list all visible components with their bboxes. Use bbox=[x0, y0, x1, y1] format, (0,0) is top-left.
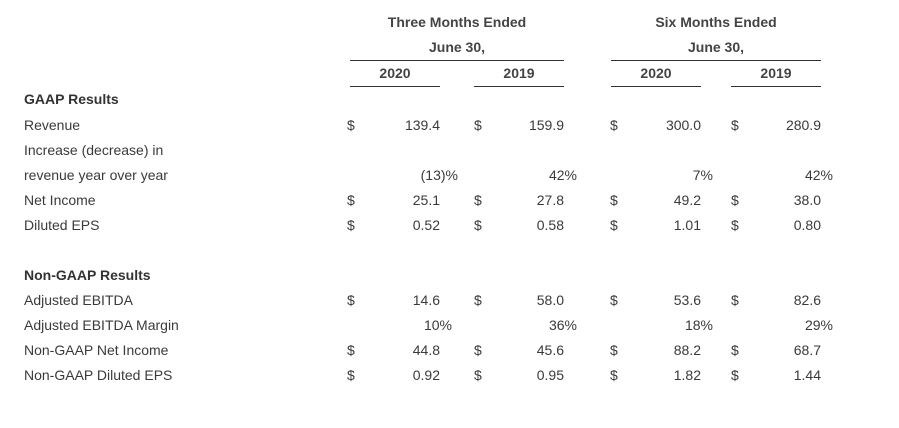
increase-label-line1: Increase (decrease) in bbox=[24, 142, 164, 158]
net-income-2019-3m: 27.8 bbox=[536, 192, 564, 208]
adj-ebitda-2019-6m: 82.6 bbox=[793, 292, 821, 308]
currency-symbol: $ bbox=[474, 192, 482, 208]
increase-2019-3m: 42% bbox=[548, 167, 577, 183]
increase-2019-6m: 42% bbox=[804, 167, 833, 183]
adj-ebitda-margin-label: Adjusted EBITDA Margin bbox=[24, 317, 179, 333]
net-income-label: Net Income bbox=[24, 192, 96, 208]
nongaap-diluted-eps-2019-3m: 0.95 bbox=[536, 367, 564, 383]
six-months-header: Six Months Ended bbox=[655, 14, 777, 30]
adj-ebitda-2020-3m: 14.6 bbox=[412, 292, 440, 308]
currency-symbol: $ bbox=[610, 292, 618, 308]
year-rule-2 bbox=[474, 86, 564, 87]
currency-symbol: $ bbox=[610, 217, 618, 233]
diluted-eps-2020-6m: 1.01 bbox=[673, 217, 701, 233]
currency-symbol: $ bbox=[731, 117, 739, 133]
currency-symbol: $ bbox=[610, 192, 618, 208]
currency-symbol: $ bbox=[474, 217, 482, 233]
net-income-2020-6m: 49.2 bbox=[673, 192, 701, 208]
adj-ebitda-2019-3m: 58.0 bbox=[536, 292, 564, 308]
year-rule-1 bbox=[350, 86, 440, 87]
net-income-2019-6m: 38.0 bbox=[793, 192, 821, 208]
adj-ebitda-margin-2019-6m: 29% bbox=[804, 317, 833, 333]
currency-symbol: $ bbox=[731, 217, 739, 233]
adj-ebitda-margin-2019-3m: 36% bbox=[548, 317, 577, 333]
adj-ebitda-margin-2020-3m: 10% bbox=[423, 317, 452, 333]
adj-ebitda-label: Adjusted EBITDA bbox=[24, 292, 133, 308]
currency-symbol: $ bbox=[347, 192, 355, 208]
nongaap-net-income-2019-3m: 45.6 bbox=[536, 342, 564, 358]
three-months-header: Three Months Ended bbox=[387, 14, 527, 30]
revenue-label: Revenue bbox=[24, 117, 81, 133]
currency-symbol: $ bbox=[731, 342, 739, 358]
revenue-2019-6m: 280.9 bbox=[785, 117, 821, 133]
currency-symbol: $ bbox=[474, 367, 482, 383]
diluted-eps-2020-3m: 0.52 bbox=[412, 217, 440, 233]
nongaap-diluted-eps-2019-6m: 1.44 bbox=[793, 367, 821, 383]
currency-symbol: $ bbox=[610, 367, 618, 383]
currency-symbol: $ bbox=[610, 117, 618, 133]
nongaap-section-title: Non-GAAP Results bbox=[24, 267, 151, 283]
gaap-section-title: GAAP Results bbox=[24, 91, 119, 107]
currency-symbol: $ bbox=[347, 217, 355, 233]
currency-symbol: $ bbox=[731, 367, 739, 383]
adj-ebitda-margin-2020-6m: 18% bbox=[684, 317, 713, 333]
net-income-2020-3m: 25.1 bbox=[412, 192, 440, 208]
nongaap-diluted-eps-2020-3m: 0.92 bbox=[412, 367, 440, 383]
diluted-eps-label: Diluted EPS bbox=[24, 217, 100, 233]
diluted-eps-2019-6m: 0.80 bbox=[793, 217, 821, 233]
currency-symbol: $ bbox=[610, 342, 618, 358]
currency-symbol: $ bbox=[474, 342, 482, 358]
currency-symbol: $ bbox=[474, 292, 482, 308]
currency-symbol: $ bbox=[731, 192, 739, 208]
year-header-2020-6m: 2020 bbox=[640, 65, 672, 81]
six-months-rule bbox=[611, 60, 821, 61]
revenue-2020-3m: 139.4 bbox=[404, 117, 440, 133]
increase-2020-3m: (13)% bbox=[420, 167, 458, 183]
three-months-rule bbox=[350, 60, 564, 61]
six-months-date: June 30, bbox=[687, 39, 745, 55]
currency-symbol: $ bbox=[474, 117, 482, 133]
currency-symbol: $ bbox=[731, 292, 739, 308]
nongaap-net-income-2019-6m: 68.7 bbox=[793, 342, 821, 358]
currency-symbol: $ bbox=[347, 117, 355, 133]
nongaap-diluted-eps-2020-6m: 1.82 bbox=[673, 367, 701, 383]
year-rule-3 bbox=[611, 86, 701, 87]
nongaap-net-income-label: Non-GAAP Net Income bbox=[24, 342, 169, 358]
adj-ebitda-2020-6m: 53.6 bbox=[673, 292, 701, 308]
year-header-2019-3m: 2019 bbox=[503, 65, 535, 81]
year-header-2019-6m: 2019 bbox=[760, 65, 792, 81]
three-months-date: June 30, bbox=[428, 39, 486, 55]
currency-symbol: $ bbox=[347, 342, 355, 358]
revenue-2019-3m: 159.9 bbox=[528, 117, 564, 133]
nongaap-diluted-eps-label: Non-GAAP Diluted EPS bbox=[24, 367, 173, 383]
nongaap-net-income-2020-3m: 44.8 bbox=[412, 342, 440, 358]
year-rule-4 bbox=[731, 86, 821, 87]
increase-2020-6m: 7% bbox=[692, 167, 713, 183]
nongaap-net-income-2020-6m: 88.2 bbox=[673, 342, 701, 358]
currency-symbol: $ bbox=[347, 367, 355, 383]
revenue-2020-6m: 300.0 bbox=[665, 117, 701, 133]
year-header-2020-3m: 2020 bbox=[379, 65, 411, 81]
currency-symbol: $ bbox=[347, 292, 355, 308]
diluted-eps-2019-3m: 0.58 bbox=[536, 217, 564, 233]
increase-label-line2: revenue year over year bbox=[24, 167, 168, 183]
